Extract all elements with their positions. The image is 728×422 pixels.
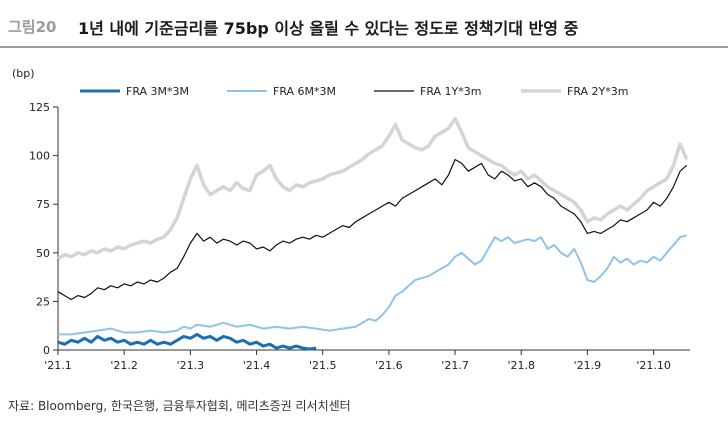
- figure-header: 그림20 1년 내에 기준금리를 75bp 이상 올릴 수 있다는 정도로 정책…: [0, 0, 728, 46]
- y-tick-label: 0: [43, 344, 50, 357]
- legend-label: FRA 2Y*3m: [567, 85, 628, 98]
- x-tick-label: '21.5: [309, 359, 337, 372]
- legend-label: FRA 3M*3M: [126, 85, 189, 98]
- x-tick-label: '21.3: [177, 359, 205, 372]
- x-tick-label: '21.10: [636, 359, 671, 372]
- x-tick-label: '21.2: [110, 359, 138, 372]
- y-axis: 0 25 50 75 100 125: [29, 101, 59, 357]
- source-note: 자료: Bloomberg, 한국은행, 금융투자협회, 메리츠증권 리서치센터: [8, 399, 351, 413]
- y-tick-label: 25: [36, 295, 50, 308]
- x-tick-label: '21.1: [44, 359, 72, 372]
- series-line-fra-6m-3m: [58, 234, 687, 336]
- y-tick-label: 75: [36, 198, 50, 211]
- x-tick-label: '21.9: [574, 359, 602, 372]
- fra-line-chart: (bp) FRA 3M*3M FRA 6M*3M FRA 1Y*3m FRA 2Y*3…: [12, 67, 690, 372]
- series-line-fra-3m-3m: [57, 332, 317, 351]
- series-lines: [57, 116, 689, 351]
- figure-label: 그림20: [8, 18, 57, 36]
- x-axis: '21.1 '21.2 '21.3 '21.4 '21.5 '21.6 '21.7 '21.8…: [44, 349, 690, 372]
- header-divider: [0, 46, 728, 48]
- legend-label: FRA 6M*3M: [273, 85, 336, 98]
- figure-title: 1년 내에 기준금리를 75bp 이상 올릴 수 있다는 정도로 정책기대 반영…: [78, 19, 579, 38]
- y-tick-label: 50: [36, 247, 50, 260]
- x-tick-label: '21.6: [375, 359, 403, 372]
- y-axis-unit-label: (bp): [12, 67, 35, 80]
- legend-label: FRA 1Y*3m: [420, 85, 481, 98]
- y-tick-label: 100: [29, 150, 50, 163]
- x-tick-label: '21.7: [441, 359, 469, 372]
- x-tick-label: '21.4: [243, 359, 271, 372]
- series-line-fra-1y-3m: [57, 158, 688, 301]
- y-tick-label: 125: [29, 101, 50, 114]
- x-tick-label: '21.8: [507, 359, 535, 372]
- series-line-fra-2y-3m: [57, 116, 689, 261]
- chart-legend: FRA 3M*3M FRA 6M*3M FRA 1Y*3m FRA 2Y*3m: [80, 85, 628, 98]
